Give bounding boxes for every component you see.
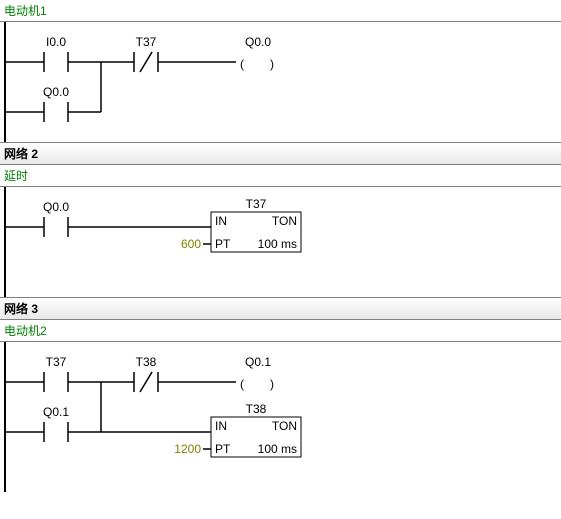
svg-text:I0.0: I0.0 — [46, 35, 66, 49]
svg-text:T37: T37 — [136, 35, 157, 49]
svg-text:T38: T38 — [246, 402, 267, 416]
svg-text:600: 600 — [181, 237, 201, 251]
svg-text:PT: PT — [215, 442, 231, 456]
network-comment: 延时 — [0, 165, 561, 187]
ladder-rung: Q0.0 T37 IN TON PT 100 ms 600 — [4, 187, 561, 297]
svg-text:Q0.0: Q0.0 — [43, 85, 69, 99]
svg-text:Q0.1: Q0.1 — [245, 355, 271, 369]
svg-text:IN: IN — [215, 419, 227, 433]
svg-text:(: ( — [240, 57, 244, 71]
svg-text:Q0.1: Q0.1 — [43, 405, 69, 419]
svg-text:): ) — [270, 377, 274, 391]
svg-text:100 ms: 100 ms — [258, 237, 297, 251]
svg-text:(: ( — [240, 377, 244, 391]
network-header: 网络 3 — [0, 297, 561, 320]
svg-text:T37: T37 — [46, 355, 67, 369]
ladder-rung: I0.0 T37 () Q0.0 Q0.0 — [4, 22, 561, 142]
network-comment: 电动机1 — [0, 0, 561, 22]
svg-text:TON: TON — [272, 419, 297, 433]
svg-text:TON: TON — [272, 214, 297, 228]
network-header: 网络 2 — [0, 142, 561, 165]
svg-text:1200: 1200 — [174, 442, 201, 456]
svg-text:Q0.0: Q0.0 — [245, 35, 271, 49]
network-comment: 电动机2 — [0, 320, 561, 342]
svg-text:T37: T37 — [246, 197, 267, 211]
svg-text:IN: IN — [215, 214, 227, 228]
svg-text:PT: PT — [215, 237, 231, 251]
ladder-rung: T37T38()Q0.1Q0.1T38INTONPT100 ms1200 — [4, 342, 561, 492]
svg-text:): ) — [270, 57, 274, 71]
svg-text:T38: T38 — [136, 355, 157, 369]
svg-text:Q0.0: Q0.0 — [43, 200, 69, 214]
svg-text:100 ms: 100 ms — [258, 442, 297, 456]
